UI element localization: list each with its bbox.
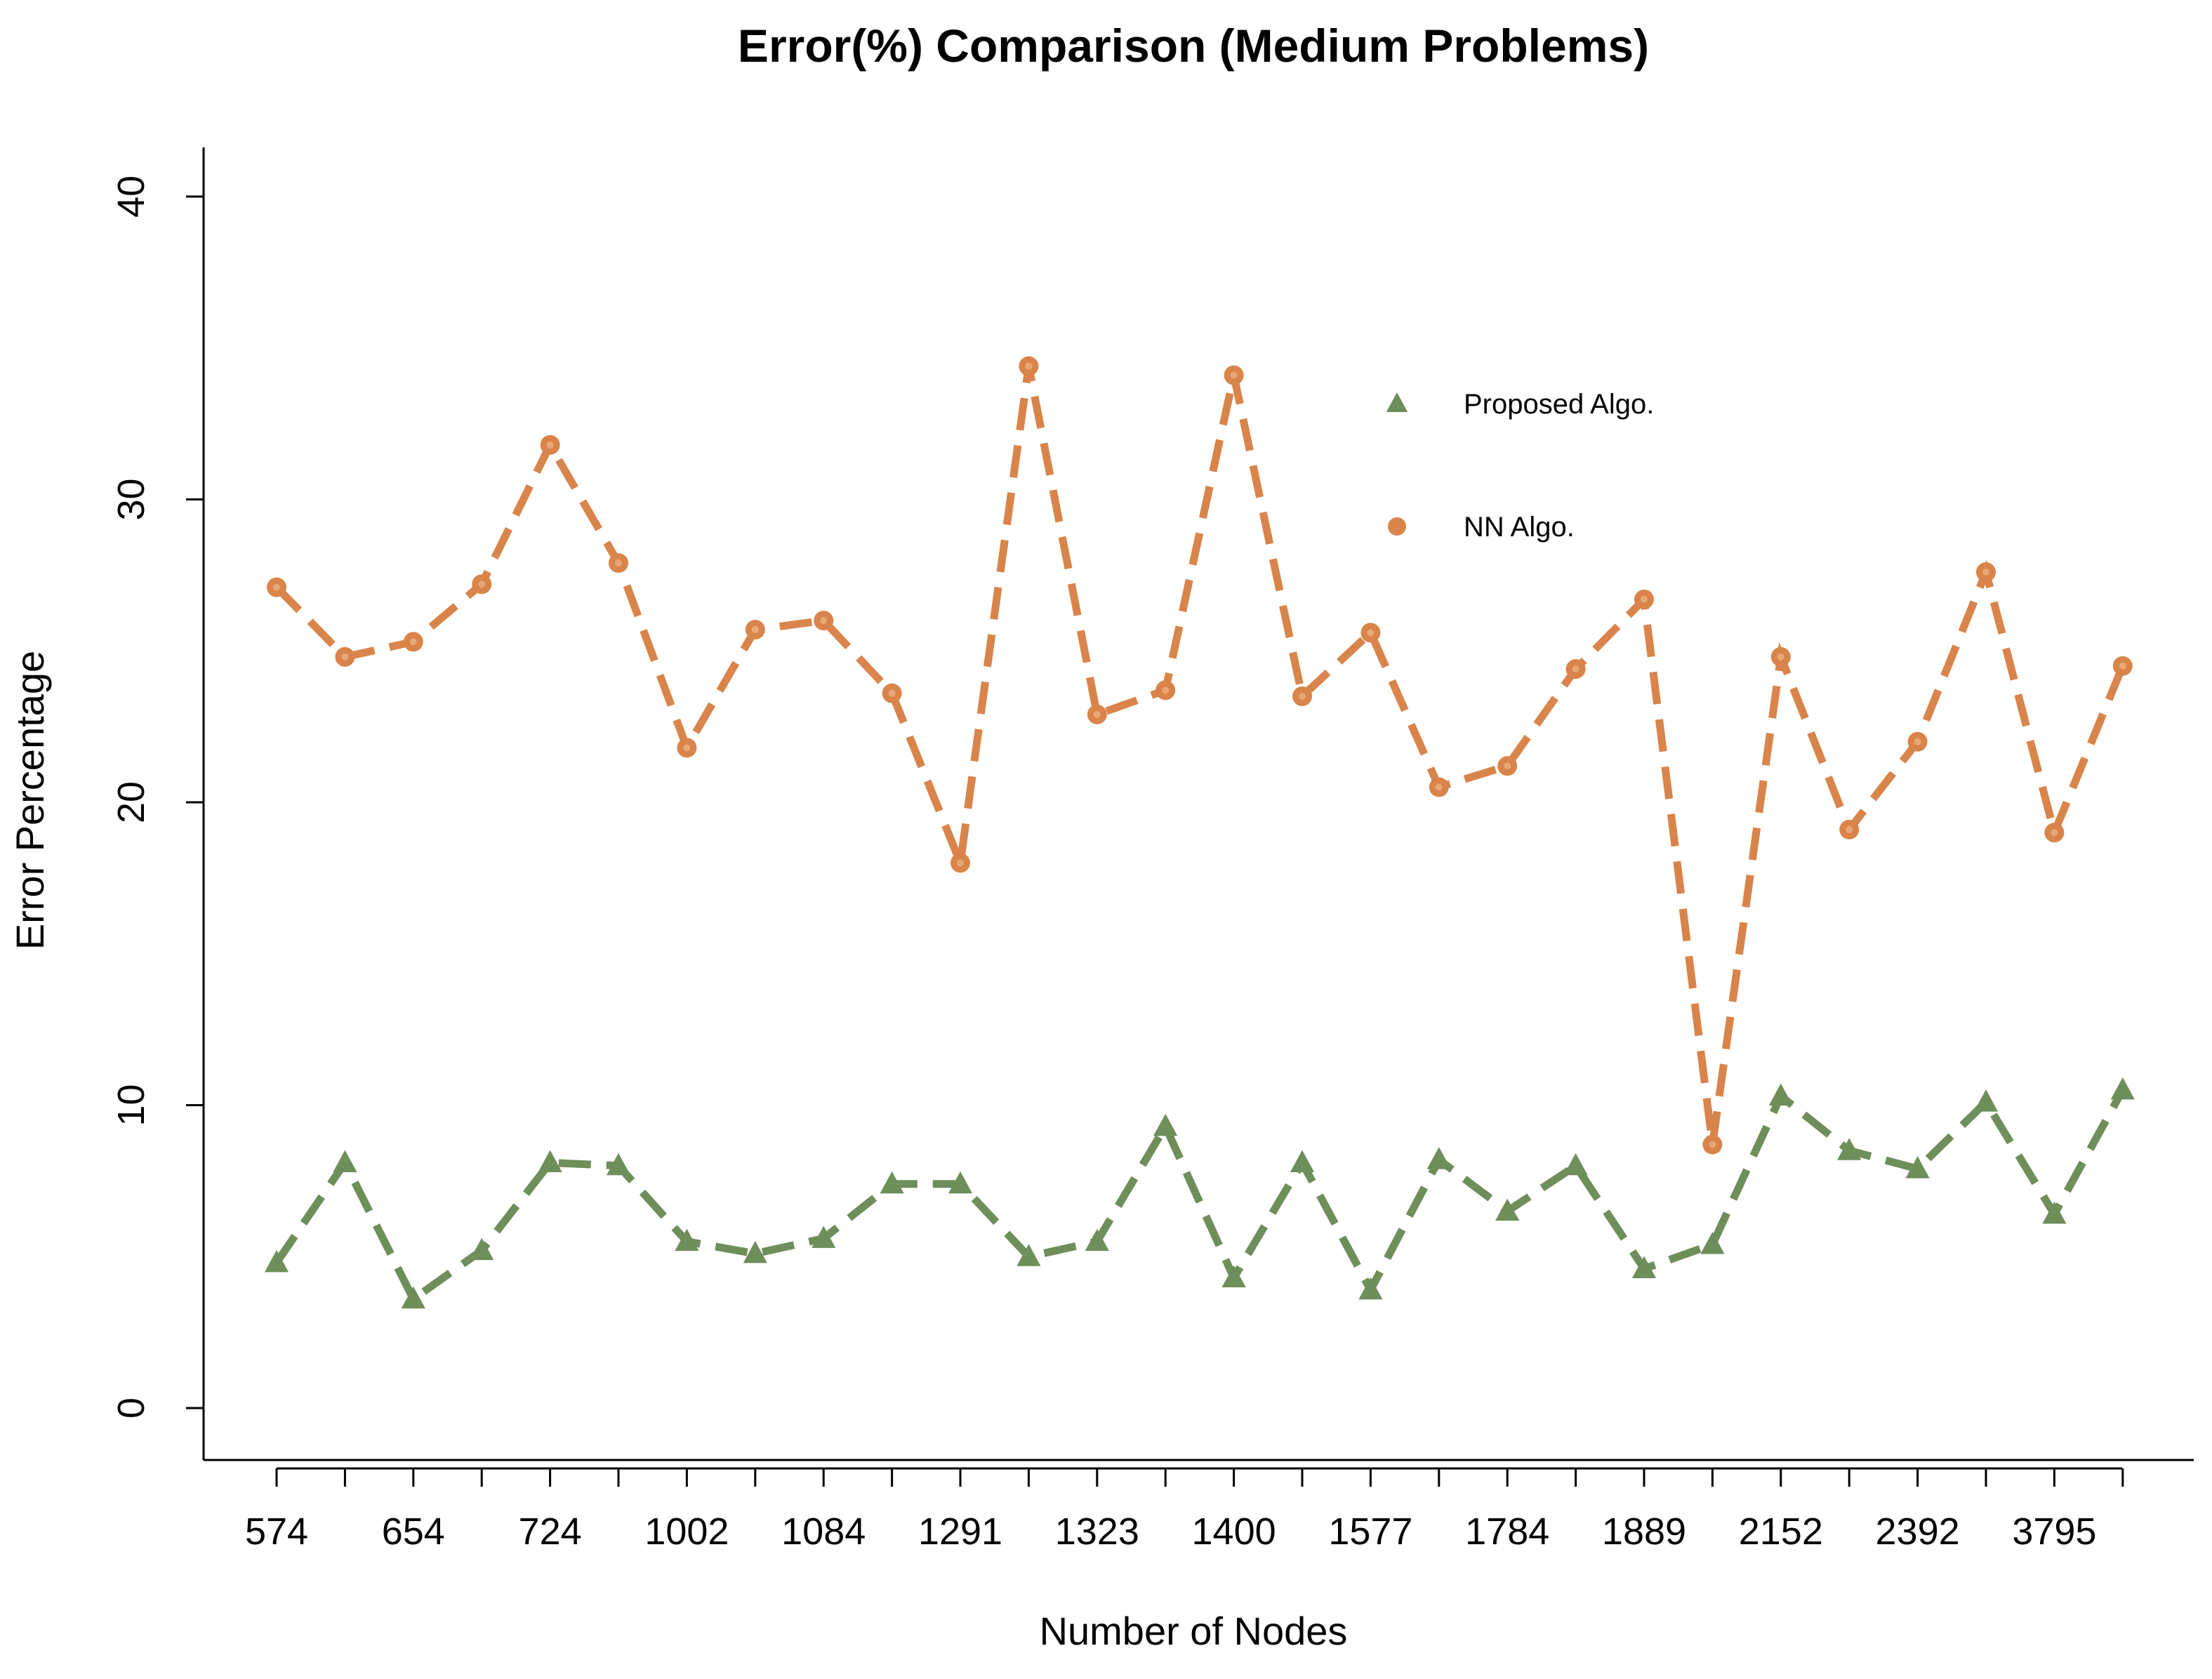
data-point-center <box>409 638 417 646</box>
series-layer <box>264 356 2135 1309</box>
x-tick-label: 1002 <box>644 1511 729 1553</box>
data-point <box>948 1171 973 1194</box>
x-axis-ticks: 574 654 724 1002 1084 1291 1323 1400 1577 1784 188… <box>245 1468 2124 1553</box>
x-tick-label: 3795 <box>2012 1511 2096 1553</box>
data-point <box>1153 1113 1178 1136</box>
data-point-center <box>683 744 691 752</box>
data-point <box>1221 1265 1246 1287</box>
data-point <box>675 1228 699 1252</box>
data-point-center <box>1914 738 1921 745</box>
data-point <box>1631 1256 1657 1279</box>
data-point <box>1358 1277 1383 1300</box>
data-point <box>743 1240 767 1263</box>
data-point-center <box>341 653 349 661</box>
data-point-center <box>1093 710 1101 718</box>
data-point <box>264 1249 289 1273</box>
data-point <box>1290 1150 1315 1172</box>
y-tick-label: 30 <box>110 478 152 520</box>
data-point-center <box>820 617 828 625</box>
data-point-center <box>273 583 280 591</box>
data-point-center <box>957 859 964 867</box>
x-tick-label: 724 <box>519 1511 582 1553</box>
data-point <box>470 1237 494 1261</box>
data-point <box>333 1150 357 1172</box>
data-point <box>812 1226 836 1248</box>
data-point-center <box>1982 569 1989 576</box>
x-tick-label: 1577 <box>1328 1511 1412 1553</box>
data-point <box>2042 1201 2067 1224</box>
data-point <box>1426 1147 1451 1169</box>
legend-marker-triangle <box>1386 392 1408 412</box>
data-point <box>1700 1231 1725 1254</box>
x-tick-label: 654 <box>382 1511 445 1553</box>
data-point-center <box>1777 653 1784 661</box>
x-axis-label: Number of Nodes <box>1040 1609 1348 1653</box>
data-point <box>538 1150 562 1172</box>
data-point-center <box>1162 686 1170 694</box>
legend-label: NN Algo. <box>1464 512 1575 543</box>
data-point <box>401 1286 425 1309</box>
x-tick-label: 1784 <box>1465 1511 1549 1553</box>
data-point <box>1837 1138 1862 1160</box>
x-tick-label: 1400 <box>1192 1511 1276 1553</box>
data-point-center <box>1504 762 1511 770</box>
x-tick-label: 2152 <box>1739 1511 1823 1553</box>
x-tick-label: 1291 <box>918 1511 1002 1553</box>
data-point-center <box>1299 692 1306 700</box>
y-tick-label: 20 <box>110 781 152 823</box>
y-tick-label: 0 <box>110 1398 152 1419</box>
data-point <box>1085 1228 1109 1252</box>
data-point-center <box>478 580 486 588</box>
data-point <box>1973 1089 1999 1112</box>
data-point <box>1905 1156 1930 1179</box>
data-point-center <box>1435 783 1443 791</box>
x-tick-label: 1084 <box>781 1511 866 1553</box>
data-point-center <box>1641 595 1648 603</box>
y-tick-label: 10 <box>110 1084 152 1126</box>
data-point-center <box>2051 829 2058 837</box>
legend: Proposed Algo. NN Algo. <box>1386 389 1654 543</box>
x-tick-label: 1323 <box>1055 1511 1139 1553</box>
data-point <box>1768 1083 1793 1106</box>
chart-title: Error(%) Comparison (Medium Problems) <box>738 20 1649 72</box>
x-tick-label: 2392 <box>1876 1511 1960 1553</box>
legend-label: Proposed Algo. <box>1464 389 1654 420</box>
y-axis-label: Error Percentage <box>8 651 52 950</box>
data-point-center <box>1846 825 1853 833</box>
data-point-center <box>615 559 622 567</box>
series-proposed-algo <box>264 1077 2135 1309</box>
x-tick-label: 1889 <box>1602 1511 1686 1553</box>
data-point-center <box>1367 629 1375 637</box>
data-point <box>1563 1153 1588 1176</box>
series-line <box>273 1088 2126 1305</box>
x-tick-label: 574 <box>245 1511 308 1553</box>
y-tick-label: 40 <box>110 175 152 218</box>
data-point-center <box>751 626 759 634</box>
data-point <box>1016 1244 1041 1266</box>
data-point <box>1495 1198 1520 1221</box>
series-nn-algo <box>267 356 2133 1155</box>
data-point <box>2110 1077 2135 1100</box>
data-point-center <box>2119 662 2126 670</box>
data-point-center <box>1572 665 1579 673</box>
data-point <box>606 1153 631 1176</box>
data-point-center <box>546 441 554 449</box>
data-point <box>880 1171 904 1194</box>
series-line <box>274 365 2126 1146</box>
data-point-center <box>888 689 896 697</box>
data-point-center <box>1025 362 1033 370</box>
data-point-center <box>1230 371 1238 379</box>
legend-marker-circle <box>1388 517 1406 536</box>
data-point-center <box>1709 1141 1716 1148</box>
y-axis-ticks: 0 10 20 30 40 <box>110 175 204 1419</box>
